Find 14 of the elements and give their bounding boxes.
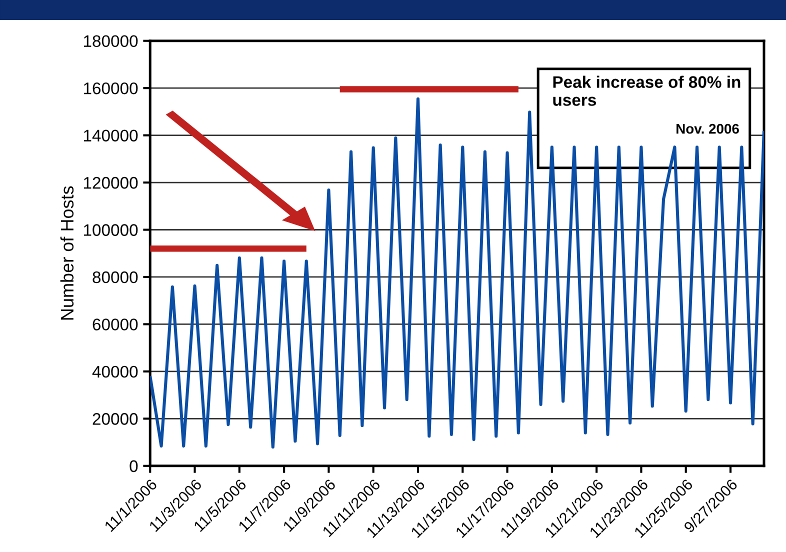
- y-tick-label: 160000: [84, 82, 138, 94]
- y-tick-label: 60000: [92, 318, 138, 330]
- annotation: Peak increase of 80% in users: [553, 76, 740, 106]
- y-tick-label: 20000: [92, 413, 138, 425]
- y-tick-label: 180000: [84, 35, 138, 48]
- y-tick-label: 0: [130, 460, 138, 472]
- y-tick-label: 80000: [92, 271, 138, 284]
- y-tick-label: 120000: [84, 176, 138, 189]
- y-tick-label: 40000: [92, 366, 138, 378]
- y-tick-label: 140000: [84, 130, 138, 142]
- annotation: Nov. 2006: [676, 124, 739, 134]
- y-axis-title: Number of Hosts: [60, 186, 74, 320]
- line-series: [150, 97, 764, 449]
- y-tick-label: 100000: [84, 224, 138, 236]
